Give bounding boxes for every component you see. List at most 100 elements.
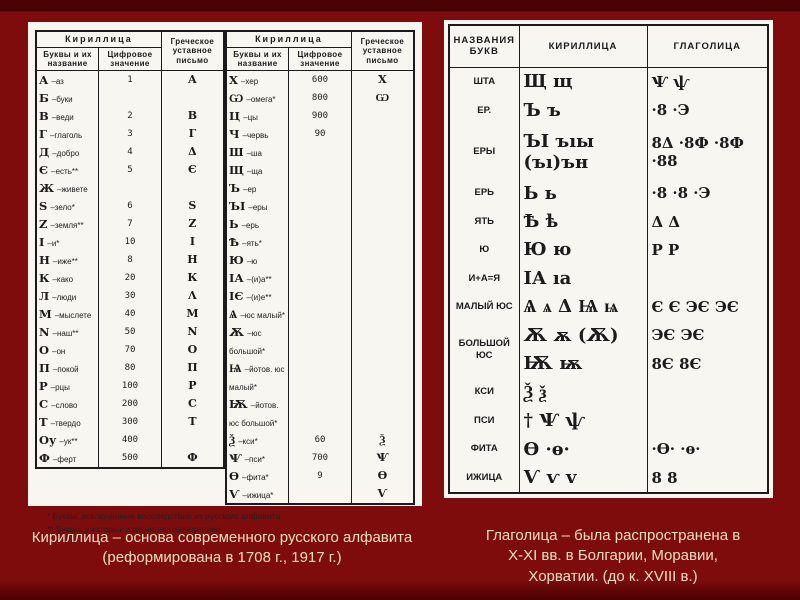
numeric-value-cell: 60 [288,430,352,449]
letter-glyph: Ъ [229,180,241,195]
letter-name: –хер [240,76,259,86]
letter-name: –твердо [50,418,81,428]
greek-letter-cell: Н [160,250,225,269]
letter-name: –цы [243,112,258,122]
letter-glyph: Z [39,216,48,231]
greek-letter-cell [350,142,415,161]
numeric-value-cell [288,322,352,359]
greek-letter-cell: П [160,358,225,377]
letter-cell: Ѯ –кси* [225,430,290,449]
cyrillic-forms-cell: Ъ ъ [518,96,648,125]
greek-letter-cell: С [160,394,225,413]
glagolitic-forms-cell: 8 8 [646,463,769,493]
cyrillic-forms-cell: Щ щ [518,67,648,97]
letter-name: –еры [248,202,268,212]
letter-glyph: Н [39,252,50,267]
glagolitic-forms-cell [646,377,769,407]
letter-cell: Щ –ща [225,160,290,179]
greek-column-header: Греческое уставное письмо [350,30,415,71]
footnote-excluded-letters: * Буквы, исключённые впоследствии из рус… [47,510,281,521]
letter-names-column-header: НАЗВАНИЯ БУКВ [448,24,520,68]
numeric-value-cell [288,142,352,161]
letter-glyph: Ь [229,216,239,231]
numeric-value-cell: 30 [98,286,162,305]
numeric-value-cell: 5 [98,160,162,179]
table-row: Ѱ –пси* 700 Ѱ [225,448,415,467]
glagolitic-caption-line: Хорватии. (до к. XVIII в.) [528,567,698,585]
letter-glyph: О [39,342,50,357]
letters-column-header: Буквы и их название [35,46,100,71]
letter-cell: Z –земля** [35,214,100,233]
table-row: Ж –живете [35,178,225,197]
numeric-value-cell [288,286,352,305]
greek-letter-cell: Z [160,214,225,233]
table-row: И+А=Я ІА ıа [448,264,769,293]
letter-name: –рцы [50,382,70,392]
letter-name: –мыслете [54,310,92,320]
letter-name: –фита* [242,472,269,482]
greek-letter-cell [350,268,415,287]
numeric-value-cell: 100 [98,376,162,395]
letter-cell: П –покой [35,358,100,377]
letter-glyph: А [39,72,49,87]
letter-glyph: Ѧ [229,306,238,321]
letter-name: –ю [246,256,258,266]
cyrillic-numeric-table-left: Кириллица Греческое уставное письмо Букв… [35,30,225,469]
letter-glyph: Ѩ [229,360,242,375]
letter-glyph: Ѫ [229,324,245,339]
cyrillic-forms-cell: ЪІ ъıы (ъı)ън [518,124,648,179]
table-row: Р –рцы 100 Р [35,376,225,395]
greek-letter-cell: Δ [160,142,225,161]
letter-glyph: Щ [229,162,244,177]
table-row: Z –земля** 7 Z [35,214,225,233]
numeric-value-cell: 70 [98,340,162,359]
table-row: Ѭ –йотов. юс большой* [225,394,415,431]
greek-letter-cell: Ѵ [350,484,415,504]
letter-name: –ук** [59,436,78,446]
glagolitic-forms-cell: Є Є ЭЄ ЭЄ [646,292,769,322]
letter-glyph: В [39,108,49,123]
footnote-changed-letters: ** Буквы, у которых изменилось начертани… [47,523,221,534]
letter-cell: А –аз [35,70,100,89]
greek-letter-cell [350,196,415,215]
greek-letter-cell: Т [160,412,225,431]
letter-name: –юс малый* [240,310,285,320]
letter-cell: ІА –(и)а** [225,268,290,287]
letter-name: –иже** [52,256,78,266]
numeric-value-cell: 7 [98,214,162,233]
letter-cell: Г –глаголь [35,124,100,143]
glagolitic-forms-cell: ЭЄ ЭЄ [646,321,769,350]
letter-name-cell: ЕР. [448,96,520,125]
table-row: Х –хер 600 Х [225,70,415,89]
letter-cell: С –слово [35,394,100,413]
letter-name: –земля** [50,220,84,230]
table-row: N –наш** 50 N [35,322,225,341]
greek-letter-cell: Г [160,124,225,143]
greek-letter-cell: О [160,340,225,359]
table-row: К –како 20 К [35,268,225,287]
table-row: Ф –ферт 500 Ф [35,448,225,468]
table-row: Ѩ –йотов. юс малый* [225,358,415,395]
letter-name: –кси* [238,436,258,446]
letter-glyph: Ѡ [229,90,244,105]
numeric-value-cell [288,268,352,287]
cyrillic-forms-cell: Ю ю [518,235,648,265]
table-row: Л –люди 30 Λ [35,286,225,305]
greek-letter-cell [160,178,225,197]
letter-cell: Ѡ –омега* [225,88,290,107]
numeric-value-cell: 200 [98,394,162,413]
glagolitic-caption: Глаголица – была распространена в X-XI в… [446,526,780,587]
letter-name: –ферт [52,454,77,464]
numeric-value-cell: 300 [98,412,162,431]
glagolitic-forms-cell [646,264,769,293]
letter-glyph: С [39,396,49,411]
letter-cell: Ш –ша [225,142,290,161]
table-row: Ѡ –омега* 800 Ѡ [225,88,415,107]
letter-glyph: Б [39,90,49,105]
letter-cell: Д –добро [35,142,100,161]
letter-glyph: П [39,360,50,375]
letter-glyph: Ѯ [229,432,236,447]
letter-cell: Ъ –ер [225,178,290,197]
letter-name: –живете [57,184,88,194]
